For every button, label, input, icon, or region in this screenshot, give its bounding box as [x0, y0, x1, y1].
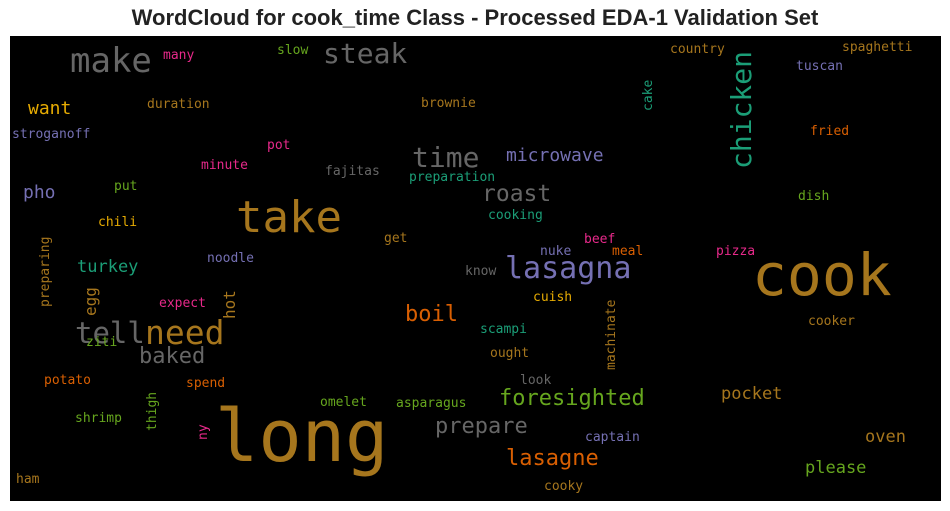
word-steak: steak	[323, 37, 408, 70]
word-hot: hot	[220, 290, 239, 319]
word-baked: baked	[139, 344, 206, 369]
word-want: want	[28, 98, 72, 119]
word-pizza: pizza	[716, 244, 756, 259]
word-time: time	[412, 141, 480, 174]
word-chicken: chicken	[725, 50, 758, 169]
word-ny: ny	[196, 424, 211, 440]
word-need: need	[145, 313, 225, 352]
word-pot: pot	[267, 138, 291, 153]
word-cooky: cooky	[544, 479, 584, 494]
word-many: many	[163, 48, 195, 63]
word-prepare: prepare	[435, 414, 528, 439]
word-spaghetti: spaghetti	[842, 40, 913, 55]
word-lasagne: lasagne	[506, 446, 599, 471]
word-tuscan: tuscan	[796, 59, 843, 74]
word-get: get	[384, 231, 408, 246]
word-noodle: noodle	[207, 251, 254, 266]
word-long: long	[215, 394, 389, 478]
word-roast: roast	[482, 181, 552, 207]
word-duration: duration	[147, 97, 210, 112]
word-cooker: cooker	[808, 314, 855, 329]
word-machinate: machinate	[604, 299, 619, 370]
word-dish: dish	[798, 189, 830, 204]
word-oven: oven	[865, 427, 906, 447]
word-minute: minute	[201, 158, 248, 173]
word-turkey: turkey	[77, 257, 139, 277]
chart-title: WordCloud for cook_time Class - Processe…	[131, 5, 819, 30]
word-boil: boil	[405, 302, 458, 327]
word-nuke: nuke	[540, 244, 572, 259]
word-ham: ham	[16, 472, 40, 487]
word-please: please	[805, 458, 867, 478]
word-fajitas: fajitas	[325, 164, 380, 179]
word-expect: expect	[159, 296, 206, 311]
word-cuish: cuish	[533, 290, 573, 305]
word-beef: beef	[584, 232, 616, 247]
wordcloud-canvas: long cook take make steak chicken lasagna need t…	[10, 36, 941, 501]
word-tell: tell	[75, 316, 145, 350]
word-cooking: cooking	[488, 208, 543, 223]
word-preparing: preparing	[38, 236, 53, 307]
word-egg: egg	[81, 287, 100, 316]
word-stroganoff: stroganoff	[12, 127, 91, 142]
word-meal: meal	[612, 244, 644, 259]
word-asparagus: asparagus	[396, 396, 467, 411]
word-captain: captain	[585, 430, 640, 445]
word-shrimp: shrimp	[75, 411, 122, 426]
word-potato: potato	[44, 373, 91, 388]
word-pho: pho	[23, 182, 56, 203]
word-cook: cook	[752, 241, 892, 309]
word-country: country	[670, 42, 725, 57]
word-put: put	[114, 179, 138, 194]
word-pocket: pocket	[721, 384, 783, 404]
word-take: take	[236, 192, 342, 243]
word-brownie: brownie	[421, 96, 476, 111]
word-ziti: ziti	[86, 335, 118, 350]
word-look: look	[520, 373, 552, 388]
word-cake: cake	[641, 79, 656, 111]
word-spend: spend	[186, 376, 226, 391]
word-ought: ought	[490, 346, 530, 361]
word-microwave: microwave	[506, 145, 604, 166]
word-chili: chili	[98, 215, 138, 230]
word-scampi: scampi	[480, 322, 527, 337]
word-fried: fried	[810, 124, 850, 139]
word-lasagna: lasagna	[505, 251, 632, 286]
word-thigh: thigh	[145, 391, 160, 431]
word-make: make	[70, 41, 152, 81]
word-foresighted: foresighted	[499, 386, 645, 411]
word-know: know	[465, 264, 497, 279]
word-preparation: preparation	[409, 170, 496, 185]
word-omelet: omelet	[320, 395, 367, 410]
word-slow: slow	[277, 43, 309, 58]
